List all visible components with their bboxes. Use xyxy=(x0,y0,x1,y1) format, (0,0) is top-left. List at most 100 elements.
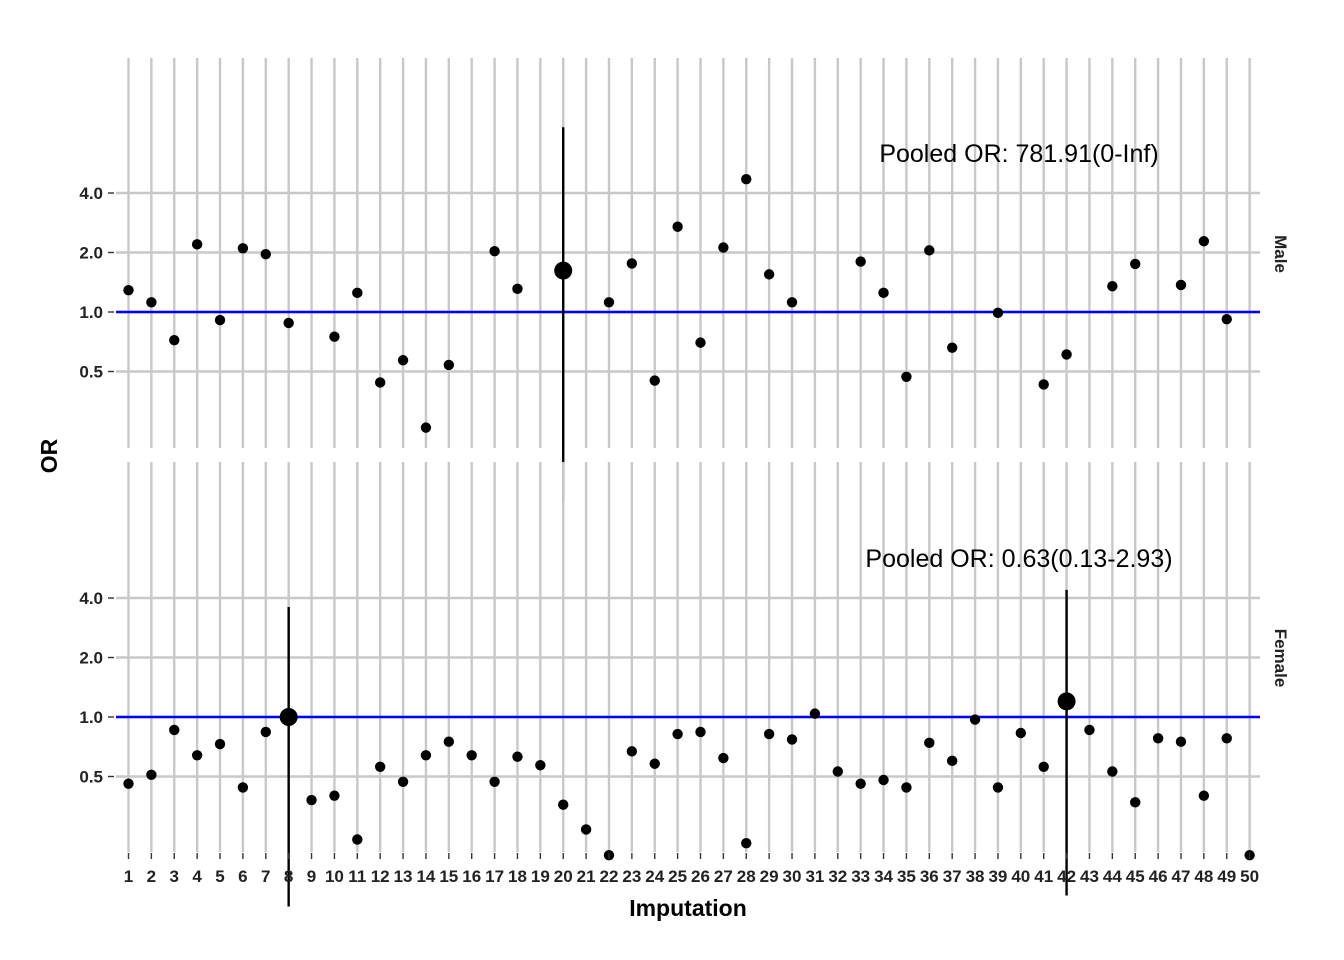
data-point xyxy=(695,337,706,348)
data-point xyxy=(237,782,249,793)
data-point xyxy=(786,734,798,745)
x-tick-label: 36 xyxy=(920,867,939,886)
x-tick-label: 49 xyxy=(1217,867,1236,886)
x-tick-label: 10 xyxy=(325,867,344,886)
data-point xyxy=(374,761,386,772)
highlight-point xyxy=(554,261,573,280)
x-tick-label: 19 xyxy=(531,867,550,886)
data-point xyxy=(741,173,752,185)
panel-male: 0.5 1.0 2.0 4.0 Pooled OR: 781.91(0-Inf) Male xyxy=(79,58,1290,502)
data-point xyxy=(763,728,775,740)
x-tick-label: 48 xyxy=(1194,867,1213,886)
data-point xyxy=(969,714,981,725)
data-point xyxy=(489,246,500,257)
data-point xyxy=(443,736,455,747)
x-tick-label: 41 xyxy=(1034,867,1053,886)
data-point xyxy=(1175,279,1187,291)
facet-strip-label: Male xyxy=(1271,235,1290,273)
data-point xyxy=(420,422,432,433)
x-axis-title: Imputation xyxy=(629,895,747,921)
data-point xyxy=(1038,379,1049,390)
y-tick-label: 1.0 xyxy=(79,708,103,727)
x-tick-label: 39 xyxy=(988,867,1007,886)
panel-female: 0.5 1.0 2.0 4.0 Pooled OR: 0.63(0.13-2.93) Fe… xyxy=(79,462,1290,907)
x-tick-label: 16 xyxy=(462,867,481,886)
data-point xyxy=(878,287,889,299)
pooled-or-annotation: Pooled OR: 781.91(0-Inf) xyxy=(879,140,1158,168)
data-point xyxy=(763,269,775,280)
data-point xyxy=(855,778,866,789)
x-tick-label: 50 xyxy=(1240,867,1259,886)
data-point xyxy=(992,782,1004,793)
highlight-point xyxy=(1057,692,1076,711)
x-tick-label: 23 xyxy=(622,867,641,886)
data-point xyxy=(718,242,729,253)
data-point xyxy=(1061,349,1072,360)
data-point xyxy=(901,782,912,793)
data-point xyxy=(1130,797,1141,808)
data-point xyxy=(329,331,340,342)
data-point xyxy=(352,287,363,299)
data-point xyxy=(924,245,935,256)
y-tick-label: 4.0 xyxy=(79,589,103,608)
data-point xyxy=(1221,313,1232,325)
x-tick-label: 43 xyxy=(1080,867,1099,886)
data-point xyxy=(123,778,134,789)
x-tick-label: 1 xyxy=(124,867,133,886)
data-point xyxy=(946,342,958,353)
data-point xyxy=(901,371,912,383)
x-tick-label: 42 xyxy=(1057,867,1076,886)
x-tick-label: 32 xyxy=(828,867,847,886)
data-point xyxy=(672,728,683,740)
x-tick-label: 8 xyxy=(284,867,293,886)
data-point xyxy=(1107,281,1118,292)
x-tick-label: 31 xyxy=(805,867,824,886)
highlight-point xyxy=(279,708,298,726)
y-tick-label: 0.5 xyxy=(79,363,103,382)
x-tick-label: 6 xyxy=(238,867,247,886)
x-tick-label: 14 xyxy=(416,867,435,886)
data-point xyxy=(374,377,386,388)
data-point xyxy=(191,750,203,761)
data-point xyxy=(1152,733,1164,744)
x-tick-label: 45 xyxy=(1126,867,1145,886)
data-point xyxy=(1130,258,1141,270)
y-tick-label: 1.0 xyxy=(79,303,103,322)
data-point xyxy=(146,769,157,781)
x-tick-label: 3 xyxy=(170,867,179,886)
data-point xyxy=(649,375,660,386)
data-point xyxy=(1015,727,1027,739)
data-point xyxy=(214,314,226,326)
data-point xyxy=(992,307,1004,319)
x-tick-label: 20 xyxy=(554,867,573,886)
data-point xyxy=(283,317,294,329)
x-tick-label: 12 xyxy=(371,867,390,886)
x-tick-label: 15 xyxy=(439,867,458,886)
y-tick-label: 0.5 xyxy=(79,768,103,787)
x-tick-label: 29 xyxy=(760,867,779,886)
data-point xyxy=(946,755,958,767)
panels: 0.5 1.0 2.0 4.0 Pooled OR: 781.91(0-Inf) Male… xyxy=(79,58,1290,907)
x-tick-label: 27 xyxy=(714,867,733,886)
data-point xyxy=(420,750,432,761)
x-tick-label: 25 xyxy=(668,867,687,886)
data-point xyxy=(489,776,500,788)
data-point xyxy=(169,334,180,346)
x-tick-label: 11 xyxy=(348,867,366,886)
data-point xyxy=(237,243,249,254)
pooled-or-annotation: Pooled OR: 0.63(0.13-2.93) xyxy=(865,545,1172,573)
data-point xyxy=(329,790,340,801)
x-tick-label: 38 xyxy=(966,867,985,886)
y-tick-label: 2.0 xyxy=(79,649,103,668)
data-point xyxy=(695,726,706,738)
data-point xyxy=(512,283,523,295)
x-tick-label: 28 xyxy=(737,867,756,886)
data-point xyxy=(1084,724,1095,736)
x-tick-label: 46 xyxy=(1149,867,1168,886)
x-tick-label: 24 xyxy=(645,867,664,886)
x-tick-label: 47 xyxy=(1172,867,1191,886)
data-point xyxy=(146,297,157,308)
data-point xyxy=(832,766,843,777)
x-tick-label: 34 xyxy=(874,867,893,886)
